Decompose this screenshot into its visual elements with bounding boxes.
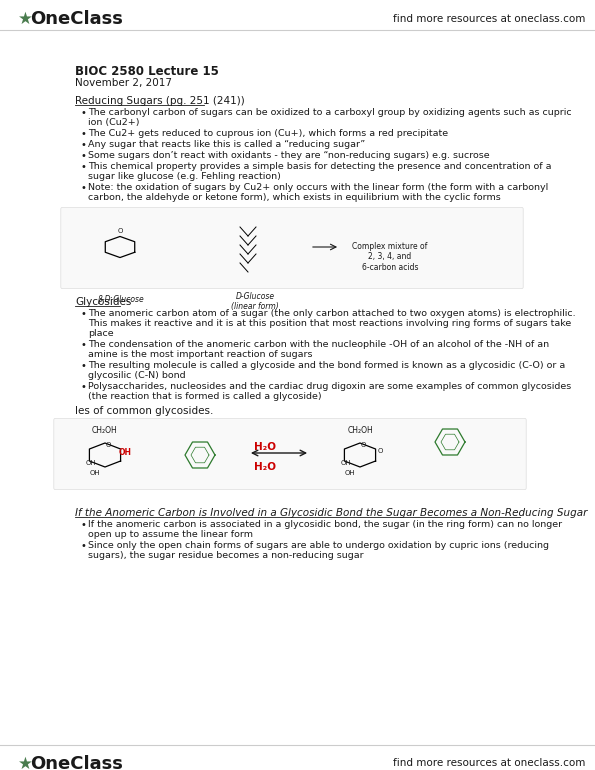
Text: carbon, the aldehyde or ketone form), which exists in equilibrium with the cycli: carbon, the aldehyde or ketone form), wh… [88,193,501,202]
Text: open up to assume the linear form: open up to assume the linear form [88,530,253,539]
Text: Any sugar that reacts like this is called a “reducing sugar”: Any sugar that reacts like this is calle… [88,140,365,149]
Text: les of common glycosides.: les of common glycosides. [75,406,214,416]
FancyBboxPatch shape [61,207,523,289]
Text: Note: the oxidation of sugars by Cu2+ only occurs with the linear form (the form: Note: the oxidation of sugars by Cu2+ on… [88,183,548,192]
Text: Complex mixture of
2, 3, 4, and
6-carbon acids: Complex mixture of 2, 3, 4, and 6-carbon… [352,242,428,272]
Text: •: • [80,520,86,530]
Text: •: • [80,541,86,551]
Text: If the anomeric carbon is associated in a glycosidic bond, the sugar (in the rin: If the anomeric carbon is associated in … [88,520,562,529]
Text: OH: OH [90,470,101,476]
Text: ★: ★ [18,10,33,28]
Text: OH: OH [86,460,96,466]
Text: (the reaction that is formed is called a glycoside): (the reaction that is formed is called a… [88,392,322,401]
Text: O: O [361,442,366,448]
Text: •: • [80,108,86,118]
Text: •: • [80,183,86,193]
Text: OneClass: OneClass [30,10,123,28]
Text: β-D-Glucose: β-D-Glucose [96,295,143,304]
Text: This chemical property provides a simple basis for detecting the presence and co: This chemical property provides a simple… [88,162,552,171]
FancyBboxPatch shape [54,418,526,490]
Text: BIOC 2580 Lecture 15: BIOC 2580 Lecture 15 [75,65,219,78]
Text: The carbonyl carbon of sugars can be oxidized to a carboxyl group by oxidizing a: The carbonyl carbon of sugars can be oxi… [88,108,572,117]
Text: ion (Cu2+): ion (Cu2+) [88,118,139,127]
Text: The anomeric carbon atom of a sugar (the only carbon attached to two oxygen atom: The anomeric carbon atom of a sugar (the… [88,309,575,318]
Text: •: • [80,361,86,371]
Text: The resulting molecule is called a glycoside and the bond formed is known as a g: The resulting molecule is called a glyco… [88,361,565,370]
Text: ★: ★ [18,755,33,770]
Text: •: • [80,309,86,319]
Text: OH: OH [341,460,351,466]
Text: The Cu2+ gets reduced to cuprous ion (Cu+), which forms a red precipitate: The Cu2+ gets reduced to cuprous ion (Cu… [88,129,448,138]
Text: O: O [377,448,383,454]
Text: amine is the most important reaction of sugars: amine is the most important reaction of … [88,350,312,359]
Text: •: • [80,340,86,350]
Text: Reducing Sugars (pg. 251 (241)): Reducing Sugars (pg. 251 (241)) [75,96,245,106]
Text: This makes it reactive and it is at this position that most reactions involving : This makes it reactive and it is at this… [88,319,571,328]
Text: find more resources at oneclass.com: find more resources at oneclass.com [393,758,585,768]
Text: OneClass: OneClass [30,755,123,770]
Text: find more resources at oneclass.com: find more resources at oneclass.com [393,14,585,24]
Text: D-Glucose
(linear form): D-Glucose (linear form) [231,292,279,311]
Text: If the Anomeric Carbon is Involved in a Glycosidic Bond the Sugar Becomes a Non-: If the Anomeric Carbon is Involved in a … [75,508,587,518]
Text: •: • [80,151,86,161]
Text: H₂O: H₂O [254,462,276,472]
Text: OH: OH [118,448,131,457]
Text: November 2, 2017: November 2, 2017 [75,78,172,88]
Text: •: • [80,140,86,150]
Text: OH: OH [345,470,355,476]
Text: CH₂OH: CH₂OH [347,426,373,435]
Text: place: place [88,329,114,338]
Text: Glycosides: Glycosides [75,297,131,307]
Text: Since only the open chain forms of sugars are able to undergo oxidation by cupri: Since only the open chain forms of sugar… [88,541,549,550]
Text: The condensation of the anomeric carbon with the nucleophile -OH of an alcohol o: The condensation of the anomeric carbon … [88,340,549,349]
Text: O: O [105,442,111,448]
Text: •: • [80,129,86,139]
Text: Some sugars don’t react with oxidants - they are “non-reducing sugars) e.g. sucr: Some sugars don’t react with oxidants - … [88,151,490,160]
Text: sugars), the sugar residue becomes a non-reducing sugar: sugars), the sugar residue becomes a non… [88,551,364,560]
Text: H₂O: H₂O [254,442,276,452]
Text: O: O [117,228,123,234]
Text: •: • [80,382,86,392]
Text: sugar like glucose (e.g. Fehling reaction): sugar like glucose (e.g. Fehling reactio… [88,172,281,181]
Text: CH₂OH: CH₂OH [92,426,118,435]
Text: Polysaccharides, nucleosides and the cardiac drug digoxin are some examples of c: Polysaccharides, nucleosides and the car… [88,382,571,391]
Text: glycosilic (C-N) bond: glycosilic (C-N) bond [88,371,186,380]
Text: •: • [80,162,86,172]
